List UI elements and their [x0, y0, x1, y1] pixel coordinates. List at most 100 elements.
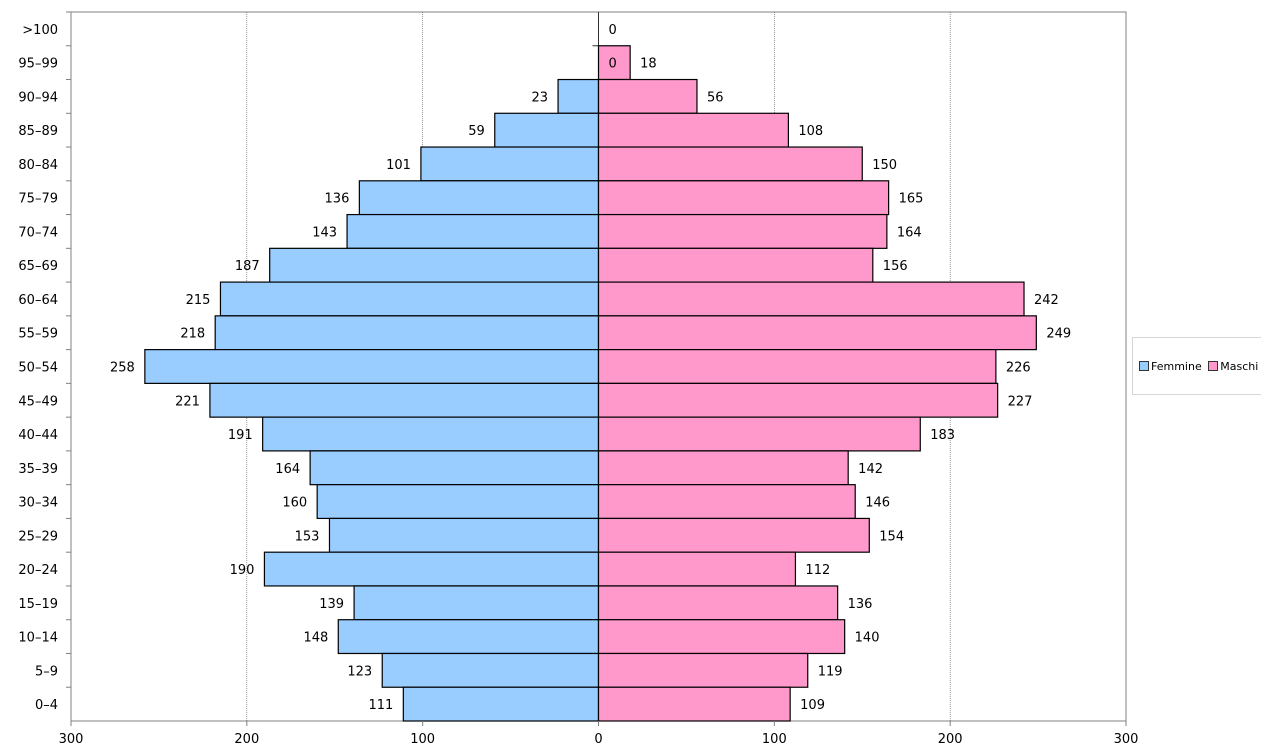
y-tick-label: 0–4 — [35, 698, 58, 713]
bar-maschi — [599, 350, 996, 384]
data-label-femmine: 187 — [235, 259, 260, 274]
y-tick-label: 95–99 — [18, 57, 58, 72]
data-label-maschi: 108 — [798, 124, 823, 139]
data-label-maschi: 226 — [1006, 361, 1031, 376]
y-tick-label: 35–39 — [18, 462, 58, 477]
data-label-femmine: 111 — [368, 698, 393, 713]
data-label-femmine: 164 — [275, 462, 300, 477]
bar-maschi — [599, 451, 849, 485]
data-label-maschi: 56 — [707, 90, 724, 105]
data-label-maschi: 249 — [1046, 327, 1071, 342]
bar-maschi — [599, 113, 789, 147]
data-label-maschi: 146 — [865, 496, 890, 511]
bar-femmine — [495, 113, 599, 147]
x-tick-label: 300 — [1114, 732, 1139, 747]
bar-maschi — [599, 417, 921, 451]
bar-femmine — [403, 687, 598, 721]
data-label-maschi: 109 — [800, 698, 825, 713]
y-tick-label: 70–74 — [18, 225, 58, 240]
data-label-maschi: 136 — [848, 597, 873, 612]
y-tick-label: 30–34 — [18, 496, 58, 511]
data-label-femmine: 215 — [186, 293, 211, 308]
data-label-femmine: 123 — [347, 664, 372, 679]
data-label-femmine: 0 — [609, 57, 617, 72]
bar-femmine — [338, 620, 598, 654]
y-tick-label: 85–89 — [18, 124, 58, 139]
x-tick-label: 200 — [234, 732, 259, 747]
data-label-maschi: 112 — [805, 563, 830, 578]
legend-swatch-maschi — [1208, 361, 1218, 371]
bar-femmine — [263, 417, 599, 451]
data-label-femmine: 153 — [295, 529, 320, 544]
bar-femmine — [382, 653, 598, 687]
legend: Femmine Maschi — [1132, 337, 1261, 395]
bar-femmine — [354, 586, 598, 620]
bar-femmine — [310, 451, 598, 485]
bar-maschi — [599, 687, 791, 721]
data-label-femmine: 59 — [468, 124, 485, 139]
bar-maschi — [599, 383, 998, 417]
bar-maschi — [599, 80, 697, 114]
data-label-femmine: 148 — [303, 631, 328, 646]
bar-maschi — [599, 552, 796, 586]
data-label-maschi: 142 — [858, 462, 883, 477]
bar-maschi — [599, 620, 845, 654]
y-tick-label: 15–19 — [18, 597, 58, 612]
data-label-maschi: 150 — [872, 158, 897, 173]
bar-femmine — [215, 316, 598, 350]
bar-maschi — [599, 248, 873, 282]
y-tick-label: 80–84 — [18, 158, 58, 173]
y-tick-label: 45–49 — [18, 394, 58, 409]
data-label-maschi: 0 — [609, 23, 617, 38]
bar-maschi — [599, 485, 856, 519]
x-tick-label: 0 — [594, 732, 602, 747]
bar-maschi — [599, 181, 889, 215]
y-tick-label: 10–14 — [18, 631, 58, 646]
bar-femmine — [270, 248, 599, 282]
bar-femmine — [421, 147, 599, 181]
y-tick-label: 55–59 — [18, 327, 58, 342]
bar-femmine — [210, 383, 599, 417]
data-label-femmine: 139 — [319, 597, 344, 612]
y-tick-label: 25–29 — [18, 529, 58, 544]
x-tick-label: 100 — [762, 732, 787, 747]
data-label-maschi: 242 — [1034, 293, 1059, 308]
y-tick-label: 75–79 — [18, 192, 58, 207]
y-tick-label: 20–24 — [18, 563, 58, 578]
data-label-maschi: 165 — [899, 192, 924, 207]
bar-maschi — [599, 316, 1037, 350]
data-label-femmine: 136 — [325, 192, 350, 207]
bar-femmine — [347, 215, 598, 249]
y-tick-label: 90–94 — [18, 90, 58, 105]
data-label-maschi: 119 — [818, 664, 843, 679]
data-label-maschi: 156 — [883, 259, 908, 274]
y-tick-label: 50–54 — [18, 361, 58, 376]
data-label-femmine: 258 — [110, 361, 135, 376]
bar-femmine — [220, 282, 598, 316]
y-axis: >100 95–99 90–94 85–89 80–84 75–79 70–74 65–69 6… — [18, 12, 71, 713]
data-label-femmine: 221 — [175, 394, 200, 409]
legend-row: Femmine Maschi — [1139, 360, 1261, 373]
x-tick-label: 200 — [938, 732, 963, 747]
data-label-femmine: 143 — [312, 225, 337, 240]
y-tick-label: >100 — [22, 23, 58, 38]
bar-maschi — [599, 147, 863, 181]
legend-label-femmine: Femmine — [1151, 360, 1202, 373]
bar-maschi — [599, 518, 870, 552]
legend-item-maschi: Maschi — [1208, 360, 1258, 373]
bar-femmine — [145, 350, 599, 384]
bar-maschi — [599, 586, 838, 620]
y-tick-label: 65–69 — [18, 259, 58, 274]
bar-maschi — [599, 653, 808, 687]
y-tick-label: 5–9 — [35, 664, 58, 679]
data-label-maschi: 140 — [855, 631, 880, 646]
bar-maschi — [599, 282, 1025, 316]
data-label-maschi: 18 — [640, 57, 657, 72]
x-axis: 300 200 100 0 100 200 300 — [59, 721, 1139, 747]
y-tick-label: 40–44 — [18, 428, 58, 443]
legend-swatch-femmine — [1139, 361, 1149, 371]
data-label-femmine: 23 — [532, 90, 549, 105]
data-label-femmine: 101 — [386, 158, 411, 173]
data-label-maschi: 183 — [930, 428, 955, 443]
data-label-femmine: 191 — [228, 428, 253, 443]
